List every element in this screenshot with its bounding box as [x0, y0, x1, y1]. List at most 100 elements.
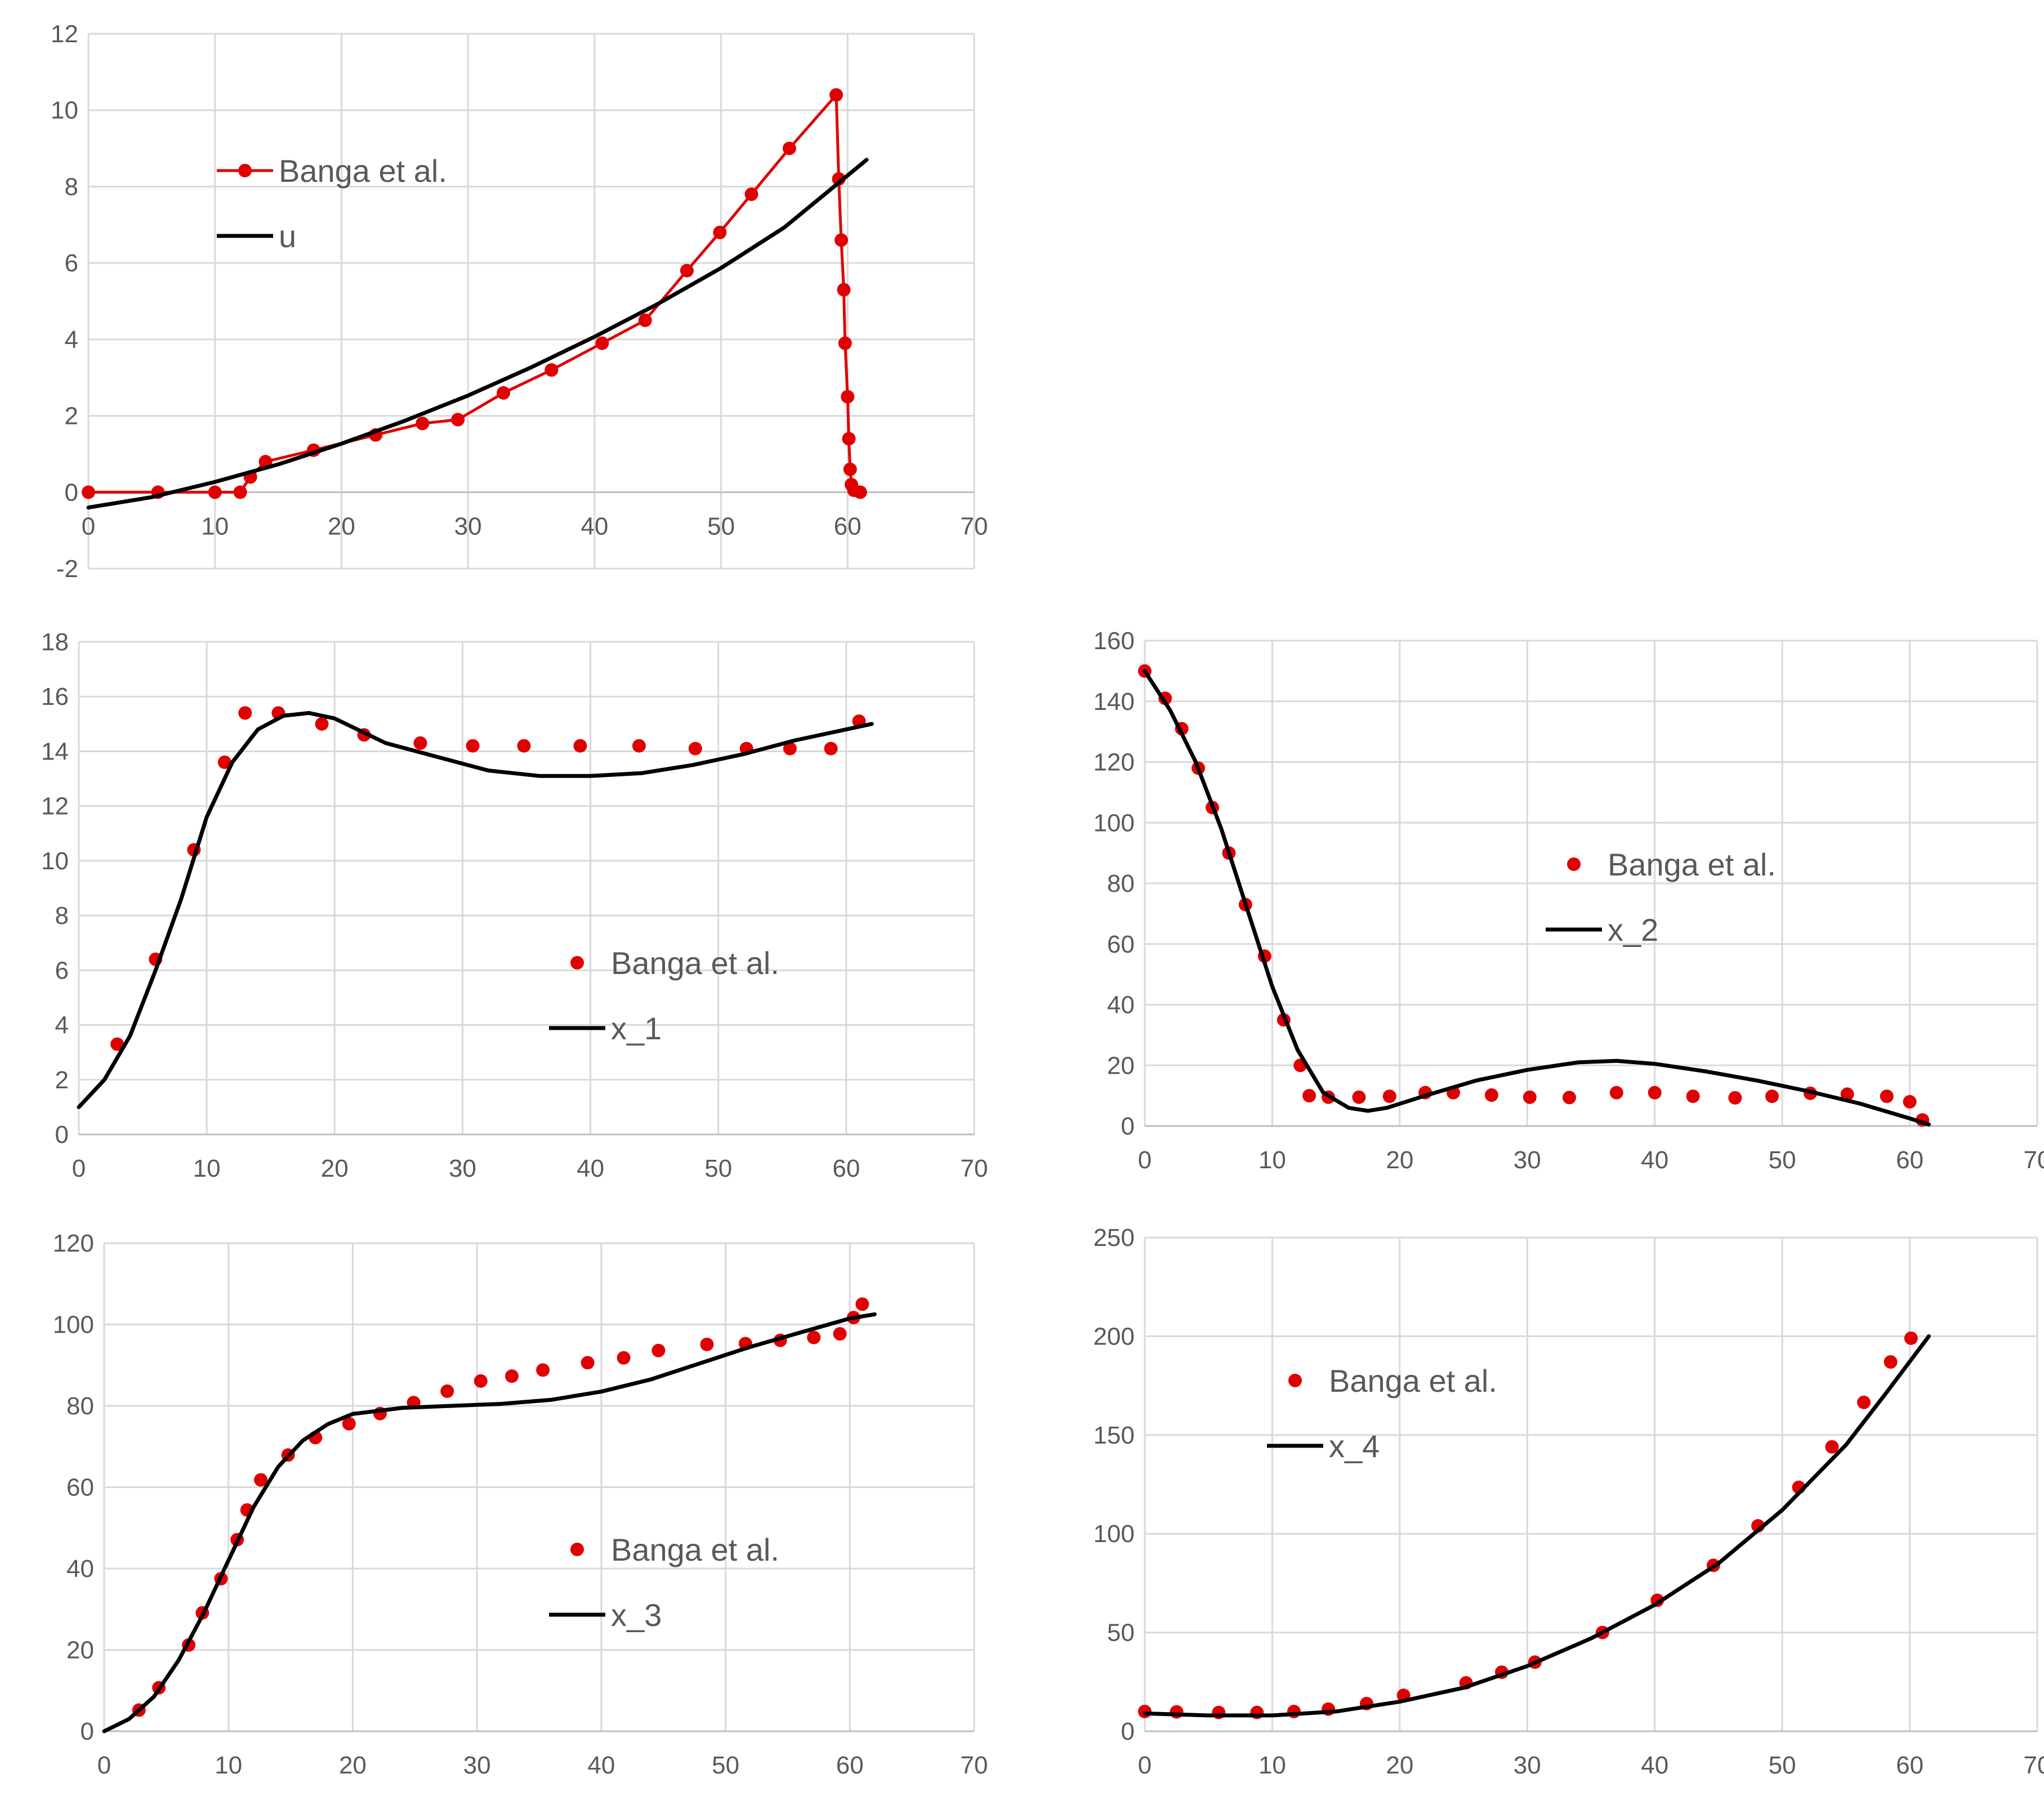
data-point [1170, 1705, 1184, 1719]
data-point [413, 736, 427, 750]
data-point [517, 739, 531, 753]
data-point [638, 313, 652, 327]
data-point [451, 413, 465, 427]
y-tick-label: 200 [1094, 1323, 1135, 1350]
x-tick-label: 60 [834, 512, 862, 540]
y-tick-label: 4 [65, 326, 78, 354]
series-line-Banga et al. [88, 93, 861, 494]
legend-label: Banga et al. [279, 153, 447, 189]
data-point [1352, 1090, 1366, 1104]
chart-x_3: 0 20 40 60 80 100 120 0 10 20 30 40 50 60 70 Banga et a… [53, 1230, 988, 1779]
data-point [595, 336, 609, 350]
series-line-x_3 [102, 1312, 877, 1734]
data-point [1484, 1088, 1498, 1102]
x-tick-label: 40 [1641, 1752, 1668, 1779]
x-tick-label: 60 [1896, 1146, 1923, 1174]
data-point [632, 739, 646, 753]
x-tick-label: 20 [321, 1155, 349, 1182]
y-tick-label: 50 [1107, 1619, 1135, 1647]
y-tick-label: 12 [51, 20, 78, 48]
legend-label: Banga et al. [611, 945, 779, 981]
legend-label: x_2 [1608, 912, 1658, 948]
data-point [474, 1374, 488, 1388]
data-point [1523, 1090, 1537, 1104]
data-point [855, 1297, 869, 1311]
data-point [837, 283, 851, 297]
y-tick-label: 120 [53, 1230, 94, 1257]
data-point [342, 1417, 356, 1431]
series-line-x_2 [1143, 669, 1931, 1127]
y-tick-label: 4 [55, 1012, 69, 1039]
y-tick-label: 140 [1094, 688, 1135, 716]
legend-marker [1567, 857, 1581, 871]
y-tick-label: 6 [65, 249, 78, 277]
legend-marker [570, 956, 584, 970]
data-point [1302, 1089, 1316, 1103]
y-tick-label: 2 [55, 1066, 69, 1094]
data-point [680, 263, 694, 278]
x-tick-label: 50 [1769, 1752, 1796, 1779]
y-tick-label: 100 [53, 1311, 94, 1339]
x-tick-label: 10 [215, 1752, 242, 1779]
legend-marker [570, 1543, 584, 1556]
legend-label: Banga et al. [611, 1532, 779, 1567]
data-point [581, 1356, 595, 1370]
x-tick-label: 0 [1138, 1752, 1152, 1779]
x-tick-label: 20 [339, 1752, 367, 1779]
data-point [1728, 1091, 1742, 1105]
data-point [573, 739, 587, 753]
x-tick-label: 70 [961, 512, 988, 540]
x-tick-label: 50 [707, 512, 735, 540]
series-line-x_4 [1143, 1334, 1931, 1718]
y-tick-label: 0 [1121, 1718, 1135, 1745]
x-tick-label: 50 [1769, 1146, 1796, 1174]
y-tick-label: 160 [1094, 627, 1135, 655]
data-point [1648, 1085, 1662, 1100]
y-tick-label: 0 [55, 1121, 69, 1149]
y-tick-label: 40 [66, 1555, 94, 1583]
y-tick-label: 14 [41, 738, 69, 765]
x-tick-label: 30 [449, 1155, 476, 1182]
x-tick-label: 70 [961, 1155, 988, 1182]
data-point [841, 390, 855, 404]
y-tick-label: 40 [1107, 991, 1135, 1019]
legend-label: x_1 [611, 1011, 662, 1046]
x-tick-label: 60 [836, 1752, 864, 1779]
data-point [497, 386, 511, 400]
data-point [217, 755, 231, 769]
y-tick-label: 10 [51, 97, 78, 124]
y-tick-label: 80 [66, 1392, 94, 1420]
y-tick-label: -2 [56, 555, 78, 583]
data-point [843, 462, 857, 476]
data-point [254, 1473, 268, 1487]
data-point [838, 336, 852, 350]
x-tick-label: 20 [328, 512, 355, 540]
y-tick-label: 0 [1121, 1113, 1135, 1140]
x-tick-label: 60 [1896, 1752, 1923, 1779]
legend-label: Banga et al. [1608, 847, 1776, 882]
data-point [545, 363, 559, 377]
y-tick-label: 60 [66, 1474, 94, 1502]
y-tick-label: 60 [1107, 931, 1135, 958]
data-point [1903, 1094, 1917, 1109]
chart-x_4: 0 50 100 150 200 250 0 10 20 30 40 50 60 70 Banga et a… [1094, 1224, 2044, 1779]
x-tick-label: 50 [712, 1752, 739, 1779]
x-tick-label: 30 [1514, 1146, 1541, 1174]
x-tick-label: 30 [454, 512, 482, 540]
data-point [829, 88, 844, 102]
data-point [700, 1337, 714, 1351]
x-tick-label: 0 [72, 1155, 86, 1182]
data-point [1686, 1089, 1700, 1103]
data-point [1825, 1440, 1839, 1454]
y-tick-label: 16 [41, 683, 69, 711]
data-point [1904, 1331, 1918, 1345]
data-point [233, 485, 247, 499]
data-point [617, 1351, 631, 1365]
y-tick-label: 120 [1094, 749, 1135, 776]
x-tick-label: 40 [577, 1155, 604, 1182]
y-tick-label: 80 [1107, 870, 1135, 897]
legend-label: x_3 [611, 1597, 662, 1633]
y-tick-label: 12 [41, 793, 69, 820]
